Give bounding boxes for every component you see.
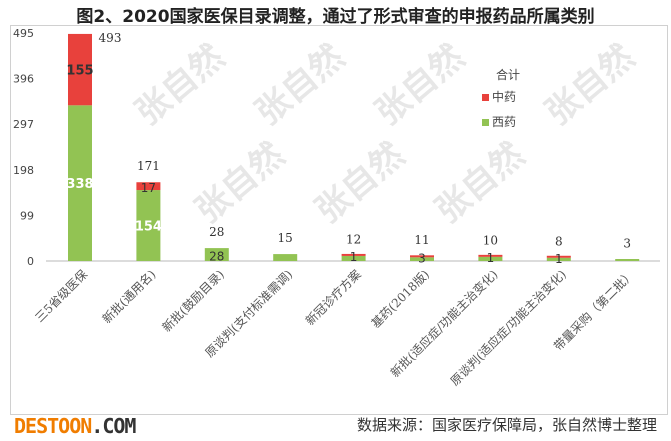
total-label: 12 <box>346 232 361 246</box>
total-label: 28 <box>209 225 224 239</box>
y-tick-label: 396 <box>13 73 34 86</box>
data-label: 3 <box>418 251 426 265</box>
total-label: 11 <box>414 233 429 247</box>
category-label: 新批(鼓励目录) <box>159 267 227 335</box>
legend-label: 中药 <box>492 89 516 104</box>
legend-swatch <box>482 119 489 126</box>
y-tick-label: 297 <box>13 118 34 131</box>
y-tick-label: 0 <box>27 255 34 268</box>
bar-western <box>136 190 161 261</box>
category-label: 原谈判(适应症/功能主治变化) <box>447 267 569 389</box>
y-tick-label: 198 <box>13 164 34 177</box>
y-tick-label: 495 <box>13 27 34 40</box>
category-label: 新冠诊疗方案 <box>302 267 364 329</box>
data-label: 1 <box>487 251 495 265</box>
total-label: 15 <box>278 231 293 245</box>
bar-chinese <box>478 254 503 257</box>
bar-western <box>615 259 640 261</box>
data-label: 155 <box>66 64 93 79</box>
total-label: 171 <box>137 159 160 173</box>
category-label: 新批(通用名) <box>99 267 159 327</box>
bar-chinese <box>546 255 571 258</box>
chart-frame <box>10 25 668 415</box>
y-tick-label: 99 <box>20 209 34 222</box>
bar-chinese <box>341 253 366 256</box>
data-label: 28 <box>209 250 224 264</box>
chart-title: 图2、2020国家医保目录调整，通过了形式审查的申报药品所属类别 <box>76 7 595 27</box>
bar-western <box>410 257 434 261</box>
total-label: 8 <box>555 234 563 248</box>
data-label: 1 <box>555 252 563 266</box>
category-label: 三5省级医保 <box>32 267 90 325</box>
total-label: 3 <box>623 237 631 251</box>
data-label: 338 <box>66 177 93 192</box>
bar-western <box>546 257 571 261</box>
logo-main: DESTOON <box>14 414 92 438</box>
total-label: 10 <box>483 233 498 247</box>
bar-western <box>478 256 503 261</box>
data-label: 154 <box>135 220 162 235</box>
bar-western <box>204 248 229 261</box>
bar-western <box>68 105 92 261</box>
total-label: 493 <box>99 31 122 45</box>
legend-swatch <box>482 94 489 101</box>
data-label: 1 <box>350 250 358 264</box>
bar-chinese <box>136 182 161 191</box>
legend-title: 合计 <box>496 67 520 82</box>
data-label: 17 <box>141 181 156 195</box>
logo: DESTOON.COM <box>14 414 136 438</box>
bar-western <box>341 255 366 261</box>
source-note: 数据来源：国家医疗保障局，张自然博士整理 <box>356 416 657 434</box>
logo-suffix: .COM <box>91 414 136 438</box>
bar-chinese <box>410 255 434 258</box>
category-label: 基药(2018版) <box>369 267 433 331</box>
bar-chinese <box>68 33 92 106</box>
bar-western <box>273 254 298 261</box>
category-label: 新批(适应症/功能主治变化) <box>387 267 500 380</box>
legend-label: 西药 <box>492 115 516 129</box>
